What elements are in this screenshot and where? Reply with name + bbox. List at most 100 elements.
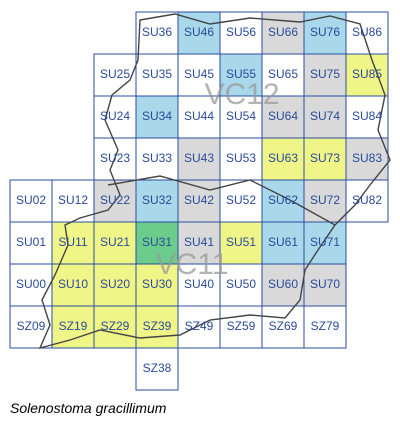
cell-label: SU31 (142, 235, 172, 249)
cell-label: SU34 (142, 109, 172, 123)
grid-cell (219, 53, 263, 97)
grid (9, 11, 389, 391)
cell-label: SU60 (268, 277, 298, 291)
grid-cell (51, 179, 95, 223)
cell-label: SU70 (310, 277, 340, 291)
grid-cell (219, 263, 263, 307)
cell-label: SU10 (58, 277, 88, 291)
grid-cell (177, 137, 221, 181)
cell-label: SU85 (352, 67, 382, 81)
cell-label: SU00 (16, 277, 46, 291)
cell-label: SZ39 (143, 319, 172, 333)
cell-label: SZ38 (143, 361, 172, 375)
cell-label: SU71 (310, 235, 340, 249)
grid-cell (303, 53, 347, 97)
grid-cell (345, 179, 389, 223)
cell-label: SU74 (310, 109, 340, 123)
cell-label: SU42 (184, 193, 214, 207)
grid-cell (9, 263, 53, 307)
cell-label: SZ49 (185, 319, 214, 333)
county-outline (38, 13, 391, 350)
grid-cell (303, 263, 347, 307)
grid-cell (135, 221, 179, 265)
cell-label: SU01 (16, 235, 46, 249)
cell-label: SU43 (184, 151, 214, 165)
cell-label: SU35 (142, 67, 172, 81)
cell-label: SU32 (142, 193, 172, 207)
cell-label: SU51 (226, 235, 256, 249)
grid-cell (9, 179, 53, 223)
grid-cell (177, 95, 221, 139)
grid-cell (9, 221, 53, 265)
cell-label: SU22 (100, 193, 130, 207)
cell-label: SU33 (142, 151, 172, 165)
cell-label: SU75 (310, 67, 340, 81)
cell-label: SU52 (226, 193, 256, 207)
cell-label: SZ19 (59, 319, 88, 333)
cell-label: SU21 (100, 235, 130, 249)
grid-cell (219, 221, 263, 265)
cell-label: SU54 (226, 109, 256, 123)
grid-cell (135, 137, 179, 181)
cell-label: SU56 (226, 25, 256, 39)
region-label: VC12 (204, 78, 279, 111)
cell-label: SU63 (268, 151, 298, 165)
grid-cell (261, 263, 305, 307)
cell-label: SU50 (226, 277, 256, 291)
cell-label: SU02 (16, 193, 46, 207)
cell-label: SU61 (268, 235, 298, 249)
cell-label: SU55 (226, 67, 256, 81)
cell-label: SZ79 (311, 319, 340, 333)
cell-label: SU23 (100, 151, 130, 165)
grid-cell (261, 221, 305, 265)
grid-cell (51, 263, 95, 307)
cell-label: SU24 (100, 109, 130, 123)
cell-label: SU73 (310, 151, 340, 165)
cell-label: SU20 (100, 277, 130, 291)
cell-label: SU62 (268, 193, 298, 207)
grid-cell (93, 95, 137, 139)
grid-cell (177, 263, 221, 307)
grid-cell (303, 305, 347, 349)
grid-cell (9, 305, 53, 349)
cell-label: SU30 (142, 277, 172, 291)
grid-cell (93, 305, 137, 349)
grid-cell (51, 305, 95, 349)
grid-cell (177, 11, 221, 55)
cell-label: SU64 (268, 109, 298, 123)
cell-label: SZ69 (269, 319, 298, 333)
cell-label: SU12 (58, 193, 88, 207)
cell-label: SU46 (184, 25, 214, 39)
grid-cell (261, 305, 305, 349)
cell-label: SU82 (352, 193, 382, 207)
grid-cell (135, 263, 179, 307)
grid-cell (135, 347, 179, 391)
cell-label: SU66 (268, 25, 298, 39)
cell-label: SZ29 (101, 319, 130, 333)
cell-label: SU25 (100, 67, 130, 81)
cell-label: SU40 (184, 277, 214, 291)
grid-cell (219, 95, 263, 139)
cell-label: SZ09 (17, 319, 46, 333)
cell-label: SU11 (58, 235, 87, 249)
cell-label: SU83 (352, 151, 382, 165)
region-label: VC11 (156, 248, 229, 281)
cell-label: SU45 (184, 67, 214, 81)
cell-label: SU65 (268, 67, 298, 81)
cell-label: SU53 (226, 151, 256, 165)
cell-label: SU72 (310, 193, 340, 207)
caption: Solenostoma gracillimum (10, 400, 167, 416)
grid-cell (303, 95, 347, 139)
grid-cell (135, 305, 179, 349)
grid-cell (93, 263, 137, 307)
cell-label: SU41 (184, 235, 214, 249)
cell-label: SU36 (142, 25, 172, 39)
cell-label: SU76 (310, 25, 340, 39)
grid-cell (135, 179, 179, 223)
cell-label: SU44 (184, 109, 214, 123)
grid-cell (303, 221, 347, 265)
grid-cell (135, 53, 179, 97)
grid-cell (345, 137, 389, 181)
cell-label: SU84 (352, 109, 382, 123)
